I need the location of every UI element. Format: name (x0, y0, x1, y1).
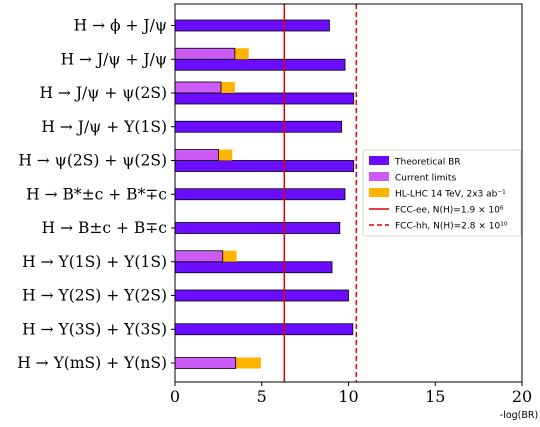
category-label: H → J/ψ + Υ(1S) (41, 118, 167, 136)
legend-entry-label: FCC-ee, N(H)=1.9 × 10⁶ (395, 206, 504, 216)
theoretical-br-bar (174, 323, 354, 336)
x-axis: 0 5 10 15 20 (170, 382, 532, 406)
category-label: H → Υ(mS) + Υ(nS) (17, 354, 167, 372)
theoretical-br-bar (174, 261, 333, 274)
category-label: H → Υ(2S) + Υ(2S) (22, 287, 167, 305)
category-label: H → B*±c + B*∓c (26, 185, 167, 203)
legend-entry-label: Theoretical BR (394, 158, 461, 168)
x-tick-label: 0 (170, 387, 180, 406)
category-labels: H → ϕ + J/ψ H → J/ψ + J/ψ H → J/ψ + ψ(2S) H… (17, 17, 175, 372)
current-limit-bar (174, 81, 222, 94)
legend-swatch (369, 156, 389, 165)
theoretical-br-bar (174, 160, 355, 172)
reference-lines-layer (283, 4, 358, 382)
legend-swatch (369, 172, 389, 181)
theoretical-br-bar (174, 19, 330, 32)
current-limit-bar (174, 250, 224, 263)
current-limit-bar (174, 149, 219, 161)
x-tick-label: 10 (338, 387, 358, 406)
category-label: H → ϕ + J/ψ (74, 17, 167, 35)
legend-entry-label: HL-LHC 14 TeV, 2x3 ab⁻¹ (395, 190, 506, 200)
theoretical-br-bar (174, 289, 349, 302)
category-label: H → Υ(3S) + Υ(3S) (22, 320, 167, 338)
category-label: H → B±c + B∓c (42, 219, 167, 237)
bars-layer (174, 19, 355, 369)
legend: Theoretical BR Current limits HL-LHC 14 Te… (362, 149, 522, 237)
legend-box (362, 149, 522, 237)
legend-swatch (369, 188, 389, 197)
theoretical-br-bar (174, 92, 355, 105)
x-tick-label: 15 (425, 387, 445, 406)
category-label: H → Υ(1S) + Υ(1S) (22, 253, 167, 271)
category-label: H → ψ(2S) + ψ(2S) (18, 152, 167, 170)
x-tick-label: 5 (257, 387, 267, 406)
current-limit-bar (174, 47, 236, 60)
legend-entry-label: Current limits (395, 174, 456, 184)
category-label: H → J/ψ + ψ(2S) (39, 84, 167, 102)
theoretical-br-bar (174, 188, 346, 201)
legend-entry-label: FCC-hh, N(H)=2.8 × 10¹⁰ (395, 222, 508, 232)
x-tick-label: 20 (512, 387, 532, 406)
current-limit-bar (174, 357, 237, 369)
theoretical-br-bar (174, 58, 346, 71)
theoretical-br-bar (174, 222, 341, 234)
x-axis-title: -log(BR) (500, 410, 538, 421)
theoretical-br-bar (174, 120, 342, 133)
category-label: H → J/ψ + J/ψ (61, 50, 167, 68)
